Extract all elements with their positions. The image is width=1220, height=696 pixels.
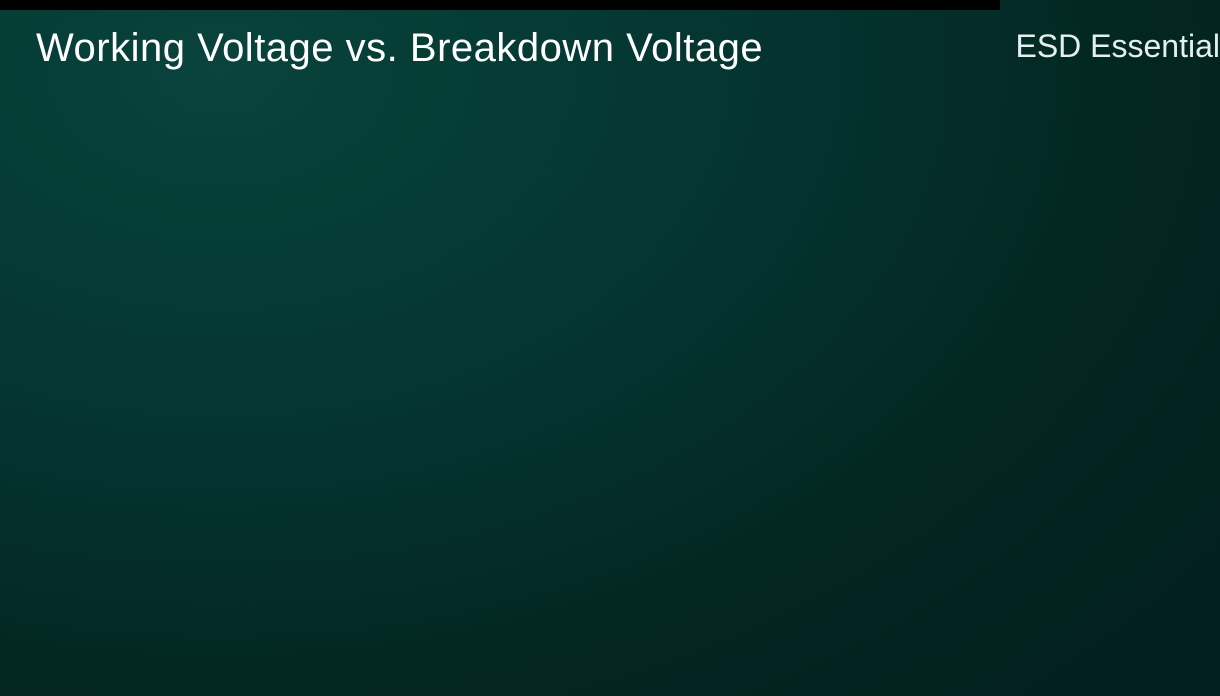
letterbox-bar — [0, 0, 1000, 10]
brand-text: ESD Essential — [1015, 28, 1220, 64]
page-title: Working Voltage vs. Breakdown Voltage — [36, 26, 764, 70]
